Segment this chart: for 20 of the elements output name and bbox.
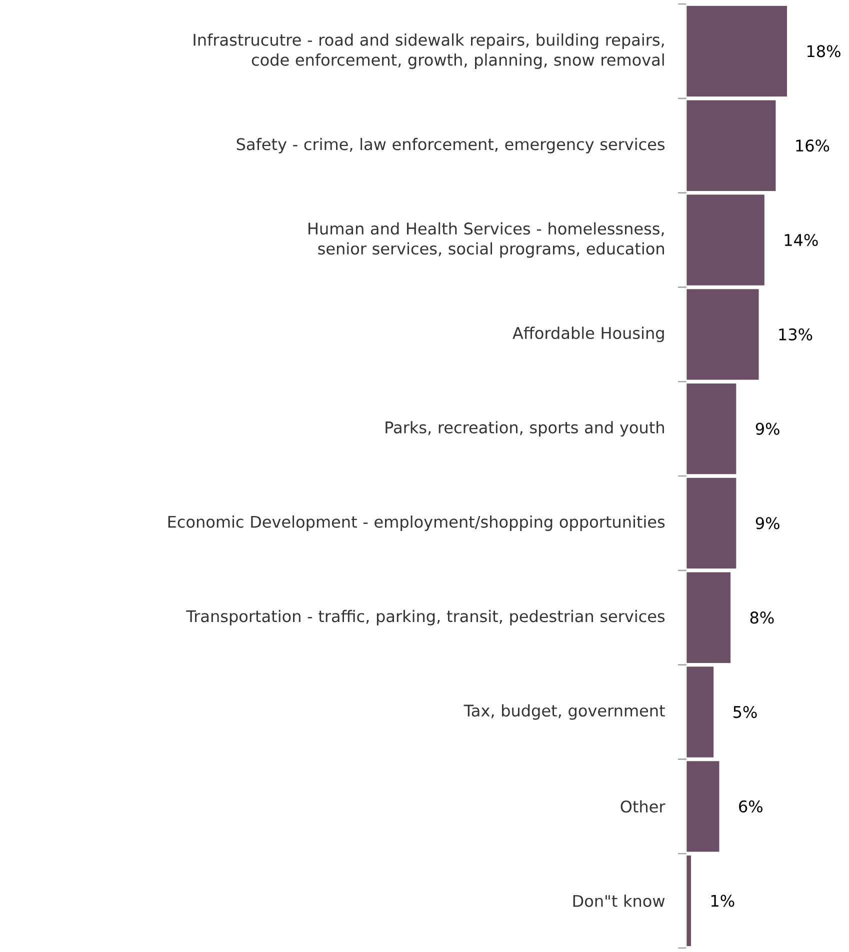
data-label: 14% xyxy=(784,234,818,246)
y-tick-label: Economic Development - employment/shopping opportunities xyxy=(168,515,665,531)
data-label: 1% xyxy=(711,894,734,907)
y-tick-label: Infrastrucutre - road and sidewalk repairs, building repairs, code enforcement, growth, planning, snow removal xyxy=(194,33,664,69)
y-tick-label: Other xyxy=(620,800,666,813)
data-label: 9% xyxy=(756,517,780,530)
y-tick-label: Tax, budget, government xyxy=(464,704,665,720)
y-tick-label: Parks, recreation, sports and youth xyxy=(386,421,664,437)
y-tick-label: Safety - crime, law enforcement, emergency services xyxy=(236,138,665,154)
data-label: 13% xyxy=(779,328,812,340)
data-label: 5% xyxy=(734,706,757,718)
data-label: 9% xyxy=(756,422,780,435)
y-tick-label: Transportation - traffic, parking, transit, pedestrian services xyxy=(186,610,665,626)
data-label: 6% xyxy=(739,800,762,812)
data-label: 18% xyxy=(807,45,840,58)
y-tick-label: Human and Health Services - homelessness, senior services, social programs, education xyxy=(308,222,664,258)
y-tick-label: Don"t know xyxy=(573,894,665,908)
data-label: 8% xyxy=(750,612,774,624)
y-tick-label: Affordable Housing xyxy=(512,326,664,342)
data-label: 16% xyxy=(796,140,830,152)
